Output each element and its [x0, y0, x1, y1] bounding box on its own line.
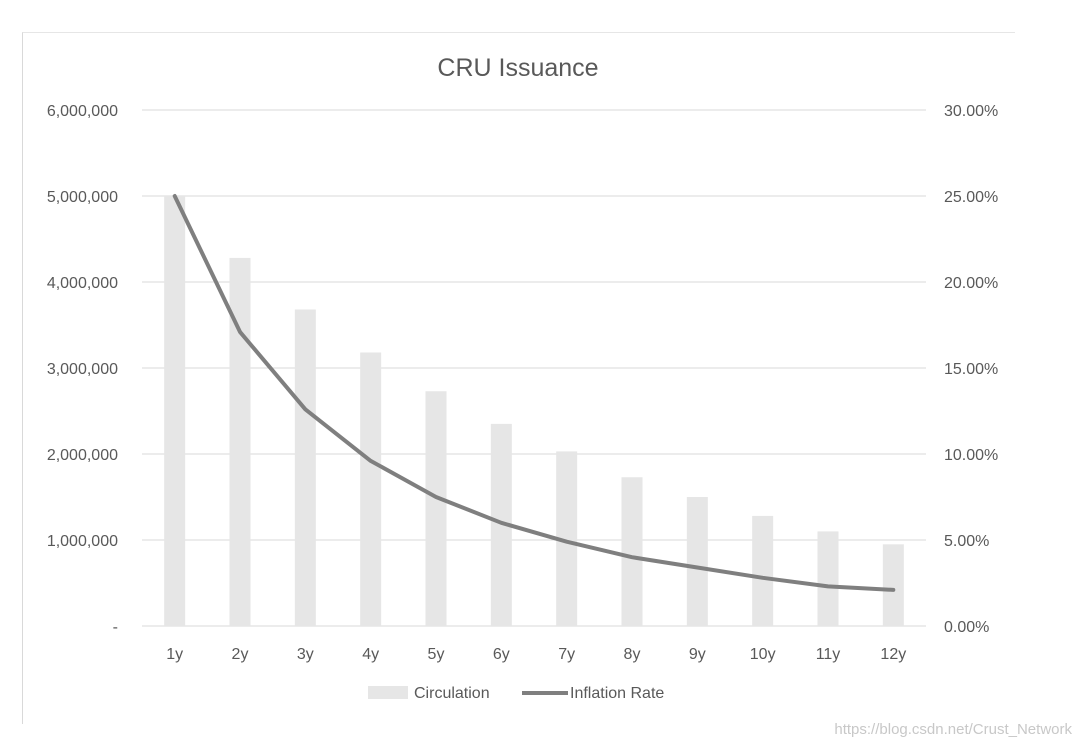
legend-label-circulation: Circulation	[414, 685, 490, 702]
y-right-tick-label: 10.00%	[944, 447, 998, 464]
bar-circulation	[360, 352, 382, 626]
bar-circulation	[817, 531, 839, 626]
x-tick-label: 10y	[750, 646, 776, 663]
bar-circulation	[621, 477, 643, 626]
x-tick-label: 2y	[232, 646, 249, 663]
legend-label-inflation-rate: Inflation Rate	[570, 685, 664, 702]
bar-circulation	[556, 451, 578, 626]
y-left-tick-label: 4,000,000	[47, 275, 118, 292]
bar-circulation	[686, 497, 708, 626]
bar-circulation	[425, 391, 447, 626]
y-right-tick-label: 30.00%	[944, 103, 998, 120]
x-tick-label: 1y	[166, 646, 183, 663]
bar-circulation	[882, 544, 904, 626]
bar-circulation	[490, 423, 512, 626]
y-left-tick-label: 6,000,000	[47, 103, 118, 120]
bar-circulation	[164, 196, 186, 626]
y-right-tick-label: 20.00%	[944, 275, 998, 292]
y-left-tick-label: 2,000,000	[47, 447, 118, 464]
x-tick-label: 4y	[362, 646, 379, 663]
x-tick-label: 8y	[624, 646, 641, 663]
x-tick-label: 6y	[493, 646, 510, 663]
chart-title: CRU Issuance	[437, 54, 598, 82]
y-right-tick-label: 15.00%	[944, 361, 998, 378]
x-tick-label: 5y	[428, 646, 445, 663]
bar-circulation	[229, 257, 251, 626]
x-tick-label: 9y	[689, 646, 706, 663]
x-tick-label: 11y	[816, 646, 841, 663]
legend-swatch-circulation	[368, 686, 408, 699]
y-left-tick-label: 5,000,000	[47, 189, 118, 206]
line-inflation-rate	[172, 194, 896, 592]
y-left-tick-label: 1,000,000	[47, 533, 118, 550]
x-tick-label: 7y	[558, 646, 575, 663]
watermark: https://blog.csdn.net/Crust_Network	[834, 721, 1072, 738]
y-left-tick-label: 3,000,000	[47, 361, 118, 378]
x-tick-label: 12y	[880, 646, 906, 663]
bar-circulation	[752, 515, 774, 626]
bar-circulation	[294, 309, 316, 626]
y-right-tick-label: 0.00%	[944, 619, 989, 636]
y-right-tick-label: 25.00%	[944, 189, 998, 206]
y-right-tick-label: 5.00%	[944, 533, 989, 550]
chart-frame	[22, 32, 1015, 724]
y-left-tick-label: -	[113, 619, 118, 636]
x-tick-label: 3y	[297, 646, 314, 663]
